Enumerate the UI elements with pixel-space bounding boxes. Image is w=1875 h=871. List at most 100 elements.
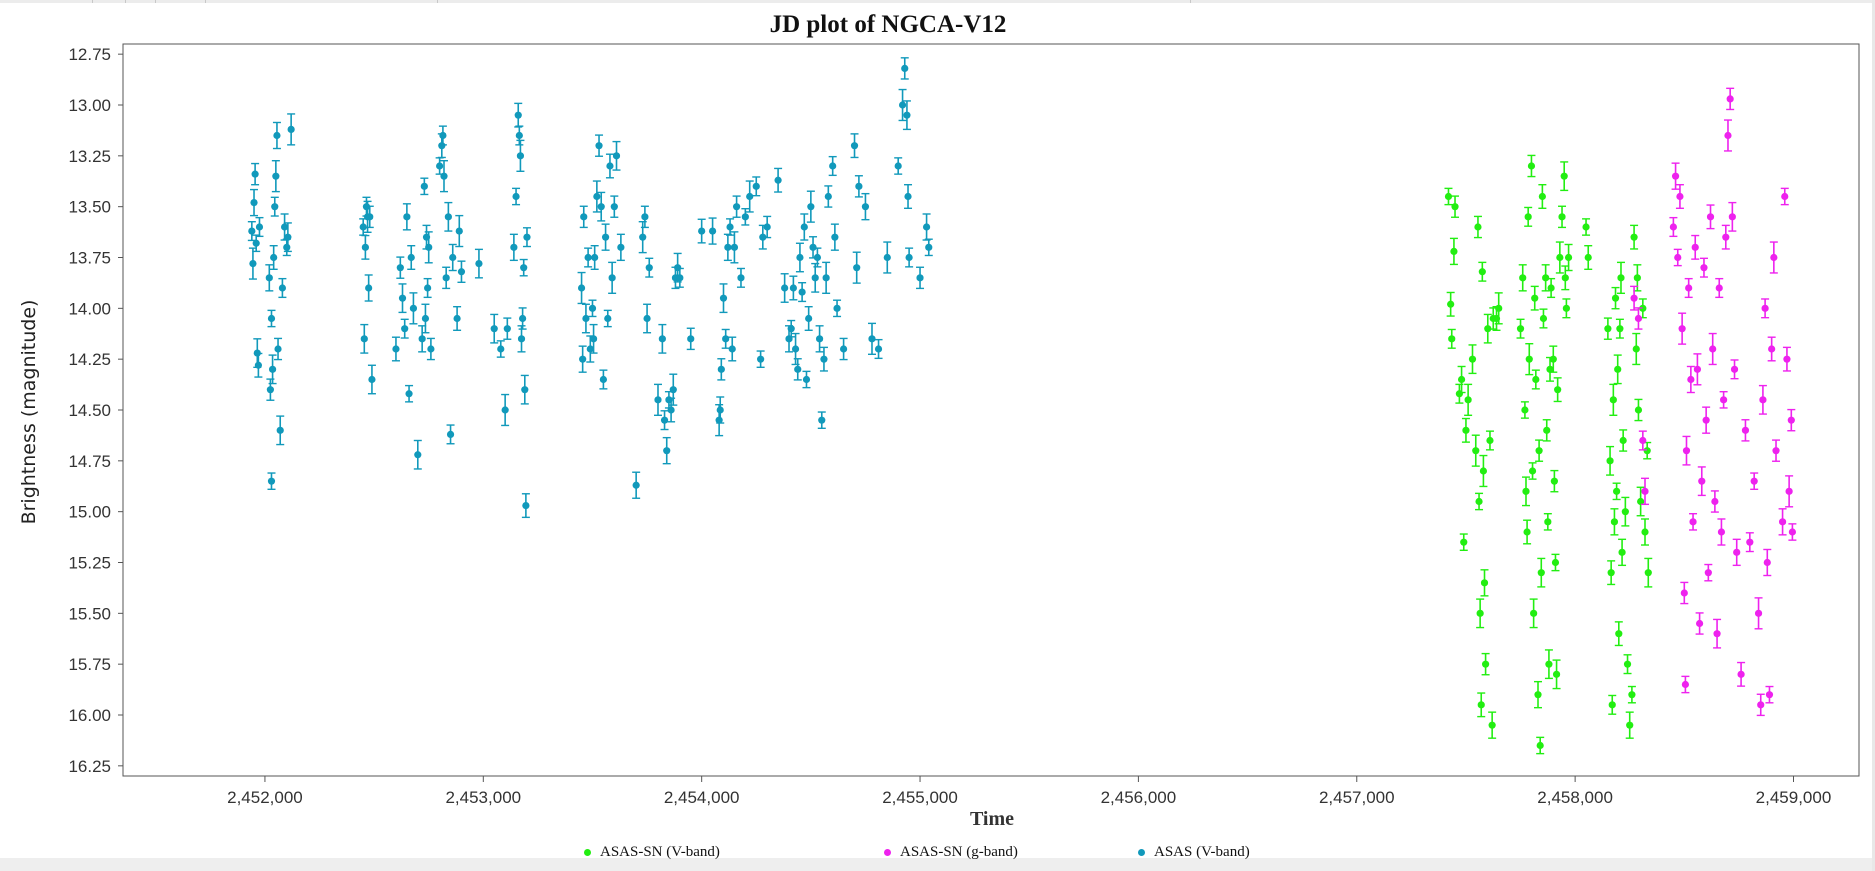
data-point[interactable] [251, 170, 259, 178]
data-point[interactable] [1698, 477, 1706, 485]
data-point[interactable] [1610, 518, 1619, 526]
data-point[interactable] [424, 284, 432, 292]
data-point[interactable] [663, 447, 671, 455]
data-point[interactable] [1534, 691, 1542, 699]
data-point[interactable] [1702, 416, 1710, 424]
data-point[interactable] [274, 345, 282, 353]
data-point[interactable] [1519, 274, 1527, 282]
data-point[interactable] [898, 101, 907, 109]
data-point[interactable] [1726, 95, 1734, 103]
data-point[interactable] [475, 260, 483, 268]
data-point[interactable] [606, 162, 614, 170]
data-point[interactable] [610, 203, 618, 211]
data-point[interactable] [643, 314, 651, 323]
data-point[interactable] [601, 233, 610, 241]
data-point[interactable] [1475, 497, 1483, 506]
data-point[interactable] [1695, 619, 1704, 628]
data-point[interactable] [903, 111, 911, 119]
data-point[interactable] [789, 284, 797, 292]
data-point[interactable] [523, 233, 531, 241]
data-point[interactable] [455, 227, 463, 235]
data-point[interactable] [1604, 325, 1612, 333]
data-point[interactable] [660, 416, 669, 424]
data-point[interactable] [517, 335, 526, 343]
data-point[interactable] [716, 406, 724, 414]
data-point[interactable] [1546, 365, 1554, 373]
legend-item-asas-sn-g-band[interactable]: ASAS-SN (g-band) [884, 842, 1018, 862]
data-point[interactable] [1444, 192, 1453, 201]
data-point[interactable] [268, 365, 277, 373]
data-point[interactable] [831, 233, 839, 241]
data-point[interactable] [1728, 213, 1736, 221]
data-point[interactable] [1538, 192, 1546, 201]
data-point[interactable] [1680, 589, 1688, 597]
data-point[interactable] [1630, 294, 1638, 302]
data-point[interactable] [733, 203, 741, 211]
data-point[interactable] [883, 253, 891, 262]
data-point[interactable] [757, 355, 765, 363]
data-point[interactable] [1626, 721, 1634, 729]
data-point[interactable] [1634, 406, 1643, 414]
data-point[interactable] [1584, 253, 1592, 262]
data-point[interactable] [580, 213, 588, 221]
data-point[interactable] [861, 203, 870, 211]
data-point[interactable] [1547, 284, 1555, 292]
data-point[interactable] [667, 406, 675, 414]
data-point[interactable] [1607, 569, 1615, 577]
data-point[interactable] [1550, 477, 1558, 485]
data-point[interactable] [1633, 274, 1641, 282]
data-point[interactable] [922, 223, 931, 231]
data-point[interactable] [359, 223, 367, 231]
data-point[interactable] [1713, 630, 1721, 638]
data-point[interactable] [1644, 569, 1652, 577]
data-point[interactable] [1709, 345, 1717, 353]
data-point[interactable] [1457, 375, 1466, 384]
data-point[interactable] [405, 390, 413, 398]
data-point[interactable] [442, 274, 450, 282]
jd-plot-chart[interactable]: JD plot of NGCA-V12 12.75 13.00 13.25 13.50… [0, 0, 1870, 842]
data-point[interactable] [1761, 304, 1769, 312]
data-point[interactable] [632, 481, 640, 489]
data-point[interactable] [811, 274, 819, 282]
data-point[interactable] [787, 325, 795, 333]
data-point[interactable] [1582, 223, 1590, 231]
data-point[interactable] [503, 325, 511, 333]
data-point[interactable] [1757, 701, 1765, 709]
data-point[interactable] [1741, 426, 1750, 434]
data-point[interactable] [1522, 487, 1530, 495]
data-point[interactable] [1558, 213, 1566, 221]
data-point[interactable] [1759, 396, 1767, 404]
data-point[interactable] [1521, 406, 1529, 414]
data-point[interactable] [272, 172, 280, 180]
data-point[interactable] [255, 223, 264, 231]
data-point[interactable] [800, 223, 808, 231]
data-point[interactable] [1531, 294, 1539, 302]
data-point[interactable] [1516, 325, 1525, 333]
data-point[interactable] [1778, 518, 1787, 526]
data-point[interactable] [868, 335, 876, 343]
data-point[interactable] [1544, 518, 1552, 526]
data-point[interactable] [904, 192, 912, 201]
data-point[interactable] [925, 243, 933, 251]
data-point[interactable] [1691, 243, 1699, 251]
data-point[interactable] [1788, 528, 1796, 536]
data-point[interactable] [1476, 609, 1484, 617]
data-point[interactable] [791, 345, 800, 353]
data-point[interactable] [1615, 630, 1623, 638]
data-point[interactable] [254, 361, 262, 369]
data-point[interactable] [1479, 467, 1488, 475]
data-point[interactable] [1532, 375, 1540, 384]
data-point[interactable] [1606, 457, 1614, 465]
data-point[interactable] [805, 314, 813, 323]
data-point[interactable] [1787, 416, 1795, 424]
data-point[interactable] [444, 213, 452, 221]
data-point[interactable] [1671, 172, 1680, 180]
data-point[interactable] [267, 477, 276, 485]
data-point[interactable] [894, 162, 902, 170]
data-point[interactable] [794, 365, 802, 373]
data-point[interactable] [278, 284, 287, 292]
data-point[interactable] [1484, 325, 1492, 333]
data-point[interactable] [796, 253, 804, 262]
data-point[interactable] [737, 274, 745, 282]
data-point[interactable] [840, 345, 848, 353]
